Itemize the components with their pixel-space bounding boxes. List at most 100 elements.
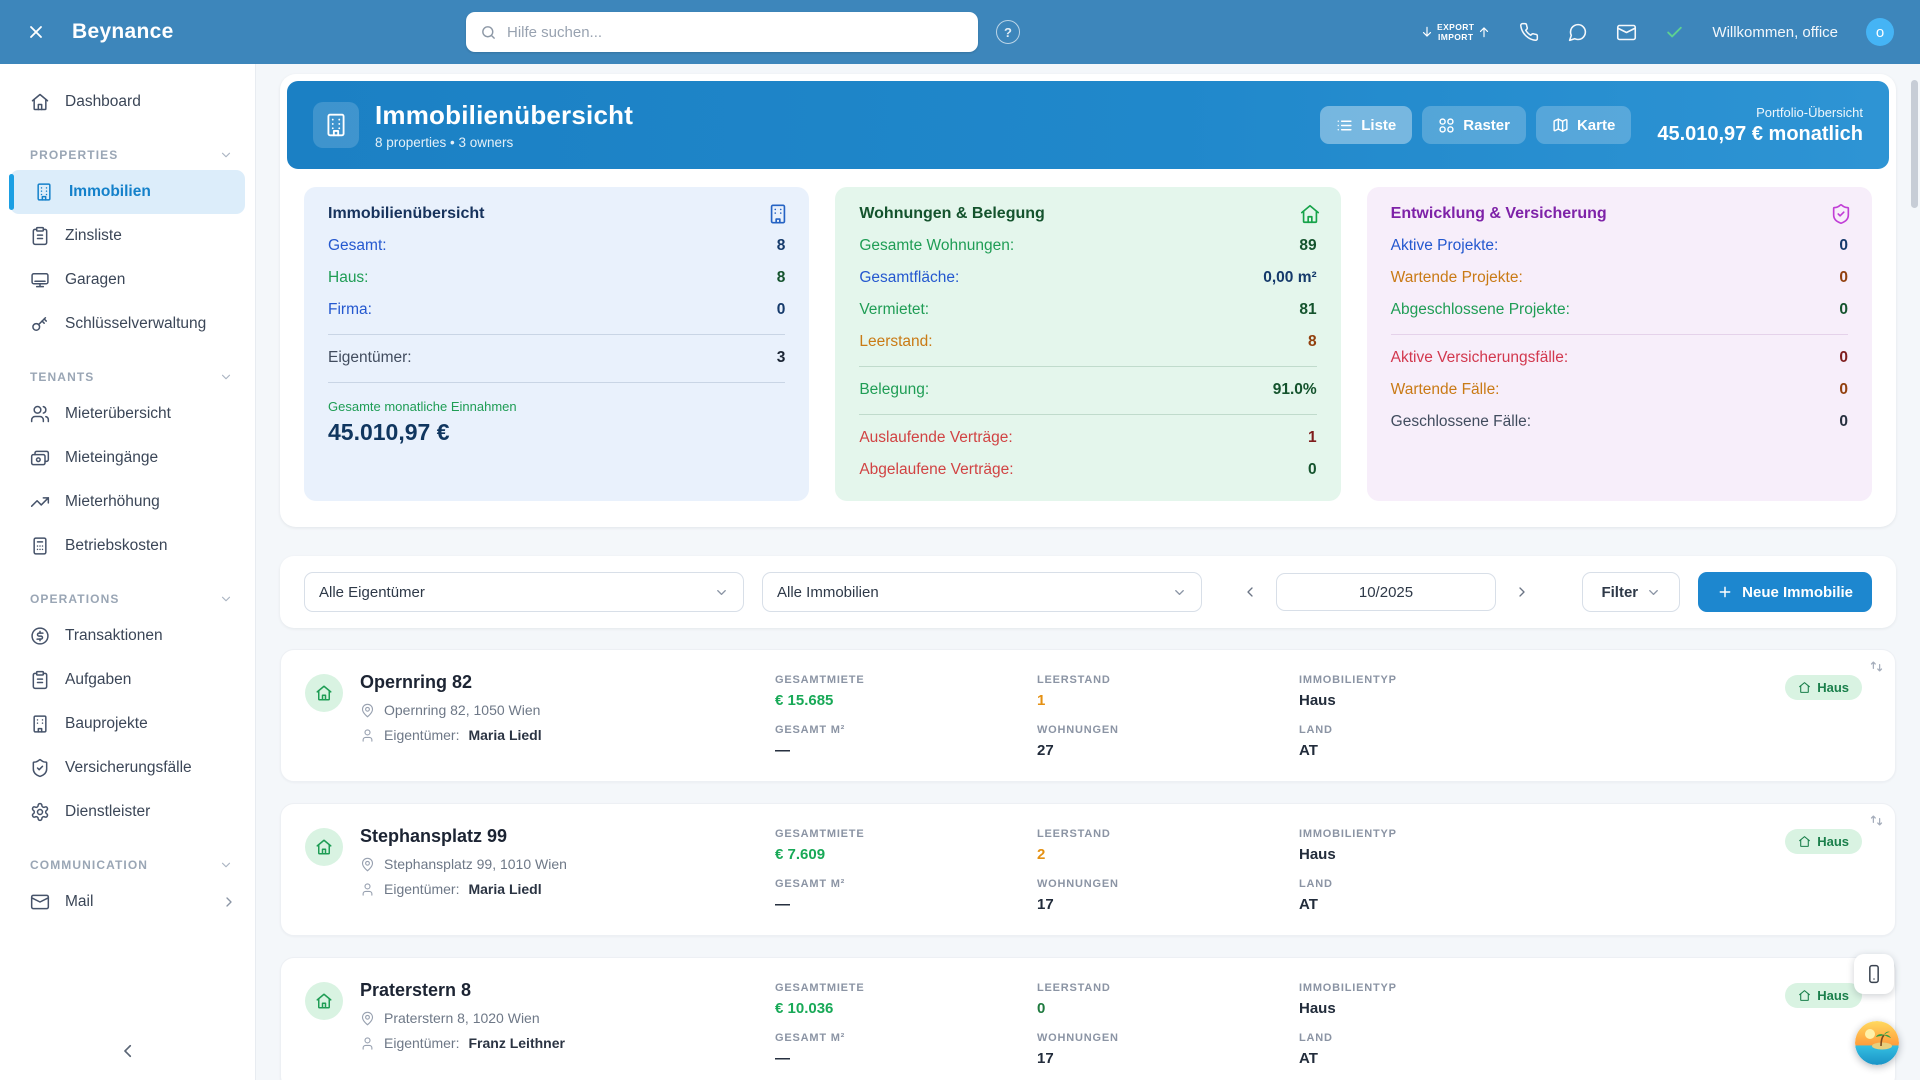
sidebar-item-mieteruebersicht[interactable]: Mieterübersicht [0, 392, 255, 436]
vacancy-value: 2 [1037, 846, 1299, 863]
phone-icon[interactable] [1519, 22, 1539, 42]
month-input[interactable] [1276, 573, 1496, 611]
check-icon[interactable] [1665, 23, 1684, 42]
avatar[interactable]: o [1866, 18, 1894, 46]
property-name[interactable]: Stephansplatz 99 [360, 826, 775, 847]
home-icon [1798, 989, 1811, 1002]
shield-check-icon [30, 758, 50, 778]
view-toggle-liste[interactable]: Liste [1320, 106, 1412, 144]
sidebar-item-dashboard[interactable]: Dashboard [0, 80, 255, 124]
column-label: GESAMTMIETE [775, 828, 1037, 840]
building-icon [313, 102, 359, 148]
sidebar-item-zinsliste[interactable]: Zinsliste [0, 214, 255, 258]
sidebar-collapse-button[interactable] [113, 1036, 143, 1066]
mobile-app-button[interactable] [1854, 954, 1894, 994]
home-icon [305, 828, 343, 866]
stat-label: Vermietet: [859, 301, 929, 319]
close-icon[interactable] [26, 22, 46, 42]
sidebar-item-mail[interactable]: Mail [0, 880, 255, 924]
view-toggle-karte[interactable]: Karte [1536, 106, 1631, 144]
stat-value: 1 [1308, 429, 1317, 447]
topbar: Beynance ? EXPORTIMPORT Willkommen, offi… [0, 0, 1920, 64]
map-pin-icon [360, 703, 375, 718]
column-label: WOHNUNGEN [1037, 1032, 1299, 1044]
column-label: LEERSTAND [1037, 982, 1299, 994]
building-icon [767, 203, 789, 225]
sidebar-item-betriebskosten[interactable]: Betriebskosten [0, 524, 255, 568]
units-value: 27 [1037, 742, 1299, 759]
map-pin-icon [360, 857, 375, 872]
property-address: Praterstern 8, 1020 Wien [384, 1010, 540, 1026]
banknote-icon [30, 448, 50, 468]
units-value: 17 [1037, 896, 1299, 913]
help-search-bar[interactable] [466, 12, 978, 52]
stat-label: Wartende Projekte: [1391, 269, 1523, 287]
sort-arrows-icon[interactable] [1869, 659, 1884, 674]
chevron-down-icon [1172, 585, 1187, 600]
owner-label: Eigentümer: [384, 881, 459, 897]
scrollbar-thumb[interactable] [1911, 80, 1918, 208]
sidebar-item-schluesselverwaltung[interactable]: Schlüsselverwaltung [0, 302, 255, 346]
filter-button[interactable]: Filter [1582, 572, 1680, 612]
view-toggle-raster[interactable]: Raster [1422, 106, 1526, 144]
property-row[interactable]: Praterstern 8 Praterstern 8, 1020 Wien E… [280, 957, 1896, 1080]
sidebar-item-dienstleister[interactable]: Dienstleister [0, 790, 255, 834]
search-input[interactable] [507, 24, 964, 41]
monthly-income-value: 45.010,97 € [328, 419, 785, 446]
sidebar-item-immobilien[interactable]: Immobilien [10, 170, 245, 214]
property-name[interactable]: Praterstern 8 [360, 980, 775, 1001]
brand-logo[interactable]: Beynance [72, 20, 174, 44]
person-icon [360, 728, 375, 743]
home-icon [1299, 203, 1321, 225]
sidebar-item-transaktionen[interactable]: Transaktionen [0, 614, 255, 658]
column-label: IMMOBILIENTYP [1299, 674, 1561, 686]
sidebar-section-communication[interactable]: COMMUNICATION [0, 858, 255, 872]
sidebar-item-garagen[interactable]: Garagen [0, 258, 255, 302]
stat-value: 0 [1839, 381, 1848, 399]
sidebar-section-properties[interactable]: PROPERTIES [0, 148, 255, 162]
help-icon[interactable]: ? [996, 20, 1020, 44]
column-label: WOHNUNGEN [1037, 878, 1299, 890]
chat-icon[interactable] [1567, 22, 1588, 43]
page-title: Immobilienübersicht [375, 100, 633, 131]
next-month-button[interactable] [1510, 580, 1534, 604]
owner-label: Eigentümer: [384, 727, 459, 743]
export-import-button[interactable]: EXPORTIMPORT [1420, 22, 1491, 42]
stat-value: 89 [1299, 237, 1316, 255]
column-label: GESAMTMIETE [775, 982, 1037, 994]
owner-filter-select[interactable]: Alle Eigentümer [304, 572, 744, 612]
previous-month-button[interactable] [1238, 580, 1262, 604]
stat-label: Eigentümer: [328, 349, 412, 367]
sidebar-item-mieteingaenge[interactable]: Mieteingänge [0, 436, 255, 480]
sidebar-section-tenants[interactable]: TENANTS [0, 370, 255, 384]
sort-arrows-icon[interactable] [1869, 813, 1884, 828]
column-label: LAND [1299, 1032, 1561, 1044]
summary-card-entwicklung: Entwicklung & Versicherung Aktive Projek… [1367, 187, 1872, 501]
sidebar-item-bauprojekte[interactable]: Bauprojekte [0, 702, 255, 746]
chevron-right-icon [221, 894, 237, 910]
new-property-button[interactable]: Neue Immobilie [1698, 572, 1872, 612]
sidebar-item-versicherungsfaelle[interactable]: Versicherungsfälle [0, 746, 255, 790]
property-row[interactable]: Stephansplatz 99 Stephansplatz 99, 1010 … [280, 803, 1896, 936]
property-row[interactable]: Opernring 82 Opernring 82, 1050 Wien Eig… [280, 649, 1896, 782]
column-label: LAND [1299, 724, 1561, 736]
stat-value: 0 [777, 301, 786, 319]
island-widget-button[interactable] [1855, 1021, 1899, 1065]
sidebar: Dashboard PROPERTIES Immobilien Zinslist… [0, 64, 256, 1080]
column-label: IMMOBILIENTYP [1299, 982, 1561, 994]
sidebar-item-aufgaben[interactable]: Aufgaben [0, 658, 255, 702]
property-name[interactable]: Opernring 82 [360, 672, 775, 693]
property-filter-select[interactable]: Alle Immobilien [762, 572, 1202, 612]
stat-value: 81 [1299, 301, 1316, 319]
sidebar-section-operations[interactable]: OPERATIONS [0, 592, 255, 606]
column-label: LEERSTAND [1037, 828, 1299, 840]
chevron-down-icon [219, 592, 233, 606]
chevron-down-icon [219, 858, 233, 872]
shield-check-icon [1830, 203, 1852, 225]
sidebar-item-mieterhoehung[interactable]: Mieterhöhung [0, 480, 255, 524]
owner-name: Franz Leithner [468, 1035, 564, 1051]
chevron-down-icon [219, 370, 233, 384]
mail-icon[interactable] [1616, 22, 1637, 43]
stat-label: Abgeschlossene Projekte: [1391, 301, 1570, 319]
country-value: AT [1299, 896, 1561, 913]
